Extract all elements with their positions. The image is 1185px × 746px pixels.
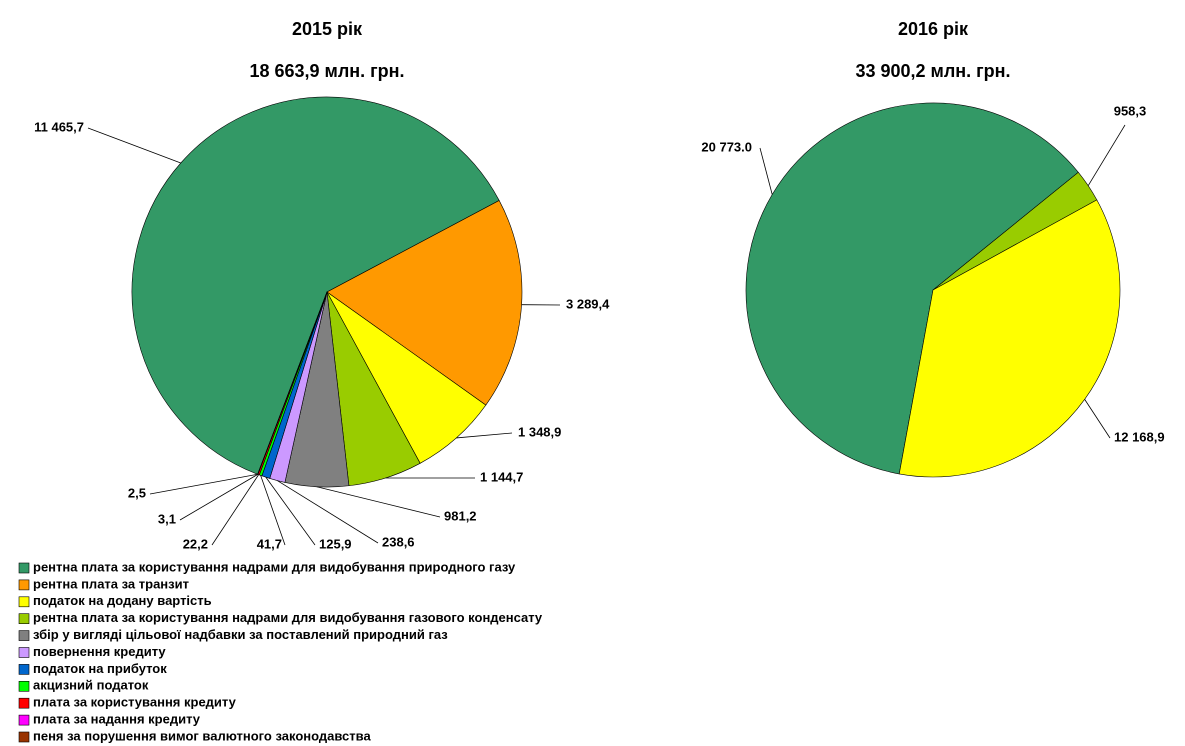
leader-line (265, 476, 316, 546)
leader-line (179, 473, 259, 521)
data-label: 1 348,9 (518, 424, 561, 439)
pie-slice (898, 199, 1121, 478)
legend-swatch (18, 697, 30, 709)
legend-swatch (18, 664, 30, 675)
legend-label: плата за користування кредиту (33, 695, 237, 710)
data-label: 125,9 (319, 536, 352, 551)
data-label: 3 289,4 (566, 296, 610, 311)
legend-label: плата за надання кредиту (33, 712, 201, 727)
legend-label: збір у вигляді цільової надбавки за пост… (33, 627, 448, 642)
leader-line (277, 480, 379, 544)
legend-swatch (18, 579, 30, 591)
legend-swatch (18, 562, 30, 574)
leader-line (1087, 124, 1126, 186)
leader-line (260, 475, 286, 546)
data-label: 3,1 (158, 511, 176, 526)
data-label: 981,2 (444, 508, 477, 523)
data-label: 22,2 (183, 536, 208, 551)
data-label: 41,7 (257, 536, 282, 551)
data-label: 20 773.0 (701, 139, 752, 154)
legend-swatch (18, 613, 30, 625)
data-label: 238,6 (382, 534, 415, 549)
data-label: 1 144,7 (480, 469, 523, 484)
data-label: 12 168,9 (1114, 429, 1165, 444)
leader-line (211, 474, 259, 546)
legend-swatch (18, 647, 30, 658)
legend-label: повернення кредиту (33, 644, 166, 659)
legend-swatch (18, 630, 30, 641)
pie-slice (131, 96, 500, 475)
leader-line (759, 147, 773, 195)
legend-swatch (18, 596, 30, 608)
legend-label: рентна плата за транзит (33, 576, 189, 591)
legend-label: податок на прибуток (33, 661, 167, 676)
legend-swatch (18, 714, 30, 726)
chart-subtitle: 18 663,9 млн. грн. (249, 61, 404, 81)
leader-line (1084, 399, 1111, 439)
data-label: 11 465,7 (34, 119, 84, 134)
legend-label: рентна плата за користування надрами для… (33, 559, 516, 574)
legend-label: пеня за порушення вимог валютного законо… (33, 728, 371, 743)
data-label: 958,3 (1114, 103, 1147, 118)
leader-line (456, 432, 513, 439)
chart-title: 2016 рік (898, 19, 969, 39)
leader-line (149, 473, 258, 495)
chart-title: 2015 рік (292, 19, 363, 39)
legend-label: рентна плата за користування надрами для… (33, 610, 543, 625)
legend-swatch (18, 680, 30, 692)
pie-slice (745, 102, 1079, 475)
pie-slice (326, 200, 523, 406)
leader-line (316, 486, 441, 518)
legend-label: акцизний податок (33, 678, 149, 693)
chart-subtitle: 33 900,2 млн. грн. (855, 61, 1010, 81)
legend-swatch (18, 731, 30, 743)
legend-label: податок на додану вартість (33, 593, 212, 608)
data-label: 2,5 (128, 485, 146, 500)
leader-line (87, 127, 181, 164)
